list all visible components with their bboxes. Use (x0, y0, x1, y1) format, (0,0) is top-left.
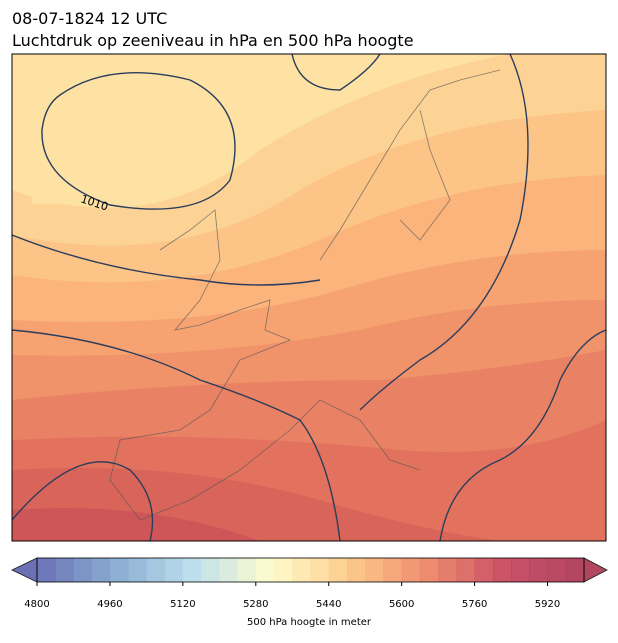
colorbar-segment (146, 558, 166, 582)
colorbar-segment (219, 558, 239, 582)
title-line: 08-07-1824 12 UTC (12, 9, 167, 28)
colorbar-segment (274, 558, 293, 582)
colorbar-segment (182, 558, 202, 582)
colorbar-segment (310, 558, 330, 582)
colorbar-segment (547, 558, 567, 582)
colorbar-segment (91, 558, 111, 582)
colorbar-segment (474, 558, 494, 582)
colorbar-segment (164, 558, 184, 582)
colorbar-segment (438, 558, 457, 582)
isobar (12, 234, 321, 286)
colorbar-segment (511, 558, 530, 582)
colorbar-extend (11, 557, 38, 583)
colorbar-segment (529, 558, 549, 582)
isobar (41, 72, 236, 210)
colorbar-segment (383, 558, 403, 582)
colorbar-segment (328, 558, 348, 582)
colorbar-tick-label: 5280 (243, 599, 268, 610)
colorbar-segment (237, 558, 257, 582)
colorbar-tick-label: 5920 (535, 599, 560, 610)
isobar (12, 329, 341, 541)
colorbar-segment (73, 558, 93, 582)
colorbar-segment (456, 558, 476, 582)
colorbar-segment (292, 558, 311, 582)
colorbar-segment (109, 558, 129, 582)
colorbar-frame (36, 557, 585, 583)
isobar (291, 54, 381, 91)
colorbar-segment (201, 558, 220, 582)
isobar (359, 54, 529, 411)
colorbar-tick-label: 5760 (462, 599, 487, 610)
colorbar-tick-label: 5440 (316, 599, 341, 610)
label-bg (32, 190, 70, 204)
colorbar: 4800 4960 5120 5280 5440 5600 5760 5920 (11, 557, 608, 610)
coastline (319, 69, 501, 261)
colorbar-tick-label: 4800 (24, 599, 49, 610)
colorbar-tick-label: 5120 (170, 599, 195, 610)
colorbar-segment (55, 558, 74, 582)
map-frame (11, 53, 607, 542)
colorbar-tick-label: 5600 (389, 599, 414, 610)
colorbar-segment (346, 558, 366, 582)
colorbar-segment (255, 558, 275, 582)
title-line: Luchtdruk op zeeniveau in hPa en 500 hPa… (12, 31, 414, 50)
colorbar-segment (565, 558, 585, 582)
map: 1010 (12, 54, 606, 541)
colorbar-segment (401, 558, 421, 582)
colorbar-segment (128, 558, 147, 582)
band (12, 508, 260, 541)
colorbar-segment (492, 558, 512, 582)
colorbar-segment (419, 558, 439, 582)
colorbar-segment (37, 558, 56, 582)
colorbar-extend (583, 557, 608, 583)
colorbar-segment (365, 558, 384, 582)
isobar (12, 461, 154, 541)
isobar (439, 329, 606, 541)
coastline (109, 209, 421, 521)
colorbar-label: 500 hPa hoogte in meter (247, 617, 372, 628)
colorbar-tick-label: 4960 (97, 599, 122, 610)
